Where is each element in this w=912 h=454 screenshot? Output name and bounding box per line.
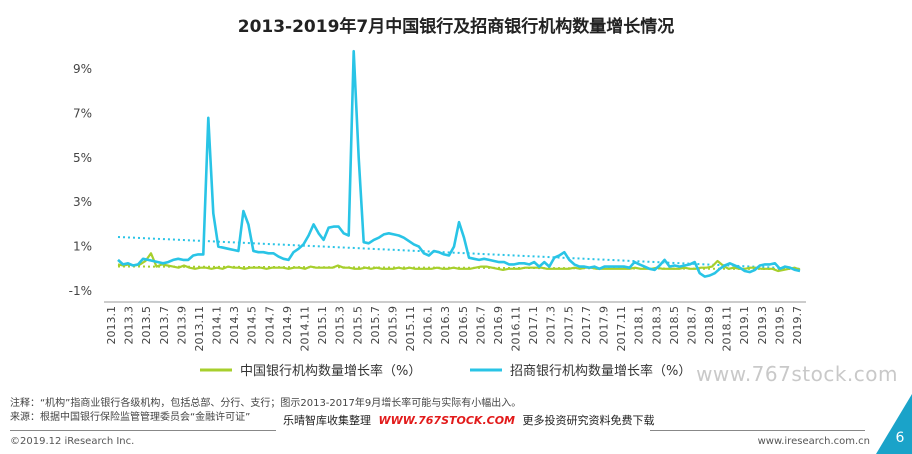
x-tick-label: 2017.1: [527, 306, 540, 345]
x-tick-label: 2018.1: [633, 306, 646, 345]
promo-site-link[interactable]: WWW.767STOCK.COM: [378, 414, 516, 427]
legend-label-cmb: 招商银行机构数量增长率（%）: [510, 363, 691, 379]
x-tick-label: 2013.5: [140, 306, 153, 345]
corner-shape: [876, 394, 912, 454]
x-tick-label: 2014.5: [246, 306, 259, 345]
trendline-cmb: [117, 235, 801, 270]
series-line-boc: [117, 252, 801, 273]
x-tick-label: 2019.1: [738, 306, 751, 345]
y-tick-label: 1%: [73, 240, 92, 254]
x-tick-label: 2019.5: [773, 306, 786, 345]
x-tick-label: 2018.11: [721, 306, 734, 352]
x-tick-label: 2017.3: [545, 306, 558, 345]
x-tick-label: 2014.11: [298, 306, 311, 352]
promo-prefix: 乐晴智库收集整理: [283, 414, 371, 427]
x-axis: 2013.1 2013.3 2013.5 2013.7 2013.9 2013.11 201…: [104, 301, 806, 352]
x-tick-label: 2018.9: [703, 306, 716, 345]
y-tick-label: 7%: [73, 106, 92, 120]
x-tick-label: 2015.3: [334, 306, 347, 345]
x-tick-label: 2016.1: [422, 306, 435, 345]
y-tick-label: 3%: [73, 195, 92, 209]
x-tick-label: 2013.1: [105, 306, 118, 345]
y-tick-label: 5%: [73, 151, 92, 165]
x-tick-label: 2015.7: [369, 306, 382, 345]
page-number: 6: [896, 430, 905, 446]
series-line-cmb: [117, 49, 801, 278]
x-tick-label: 2016.9: [492, 306, 505, 345]
footer-copyright: ©2019.12 iResearch Inc.: [10, 436, 135, 447]
source-line: 来源：根据中国银行保险监管管理委员会“金融许可证”: [10, 412, 251, 423]
x-tick-label: 2017.11: [615, 306, 628, 352]
x-tick-label: 2014.1: [211, 306, 224, 345]
x-tick-label: 2017.7: [580, 306, 593, 345]
chart-title: 2013-2019年7月中国银行及招商银行机构数量增长情况: [237, 17, 675, 37]
x-tick-label: 2019.3: [756, 306, 769, 345]
note-line: 注释：“机构”指商业银行各级机构，包括总部、分行、支行；图示2013-2017年…: [10, 398, 522, 409]
x-tick-label: 2013.3: [123, 306, 136, 345]
x-tick-label: 2015.9: [386, 306, 399, 345]
x-tick-label: 2015.1: [316, 306, 329, 345]
x-tick-label: 2014.9: [281, 306, 294, 345]
promo-suffix: 更多投资研究资料免费下载: [522, 414, 655, 427]
watermark: www.767stock.com: [696, 362, 898, 386]
x-tick-label: 2016.11: [510, 306, 523, 352]
y-tick-label: -1%: [69, 284, 92, 298]
x-tick-label: 2014.7: [263, 306, 276, 345]
legend: 中国银行机构数量增长率（%） 招商银行机构数量增长率（%）: [200, 363, 691, 379]
y-axis-labels: 9% 7% 5% 3% 1% -1%: [69, 62, 92, 298]
x-tick-label: 2018.5: [668, 306, 681, 345]
page-number-badge: 6: [876, 394, 912, 454]
promo-text: 乐晴智库收集整理 WWW.767STOCK.COM 更多投资研究资料免费下载: [283, 412, 655, 428]
x-tick-label: 2018.3: [650, 306, 663, 345]
x-tick-label: 2015.5: [351, 306, 364, 345]
x-tick-label: 2013.7: [158, 306, 171, 345]
divider-right: [650, 430, 865, 431]
legend-label-boc: 中国银行机构数量增长率（%）: [240, 363, 421, 379]
series-lines: [117, 49, 801, 278]
x-tick-label: 2017.9: [598, 306, 611, 345]
x-tick-label: 2016.5: [457, 306, 470, 345]
x-tick-label: 2018.7: [685, 306, 698, 345]
x-tick-label: 2013.11: [193, 306, 206, 352]
x-tick-label: 2015.11: [404, 306, 417, 352]
divider-left: [10, 430, 276, 431]
x-tick-label: 2014.3: [228, 306, 241, 345]
footer-url[interactable]: www.iresearch.com.cn: [757, 436, 870, 447]
x-tick-label: 2013.9: [175, 306, 188, 345]
x-tick-label: 2019.7: [791, 306, 804, 345]
x-tick-label: 2017.5: [562, 306, 575, 345]
x-tick-label: 2016.7: [474, 306, 487, 345]
x-tick-label: 2016.3: [439, 306, 452, 345]
y-tick-label: 9%: [73, 62, 92, 76]
trendlines: [117, 235, 801, 271]
